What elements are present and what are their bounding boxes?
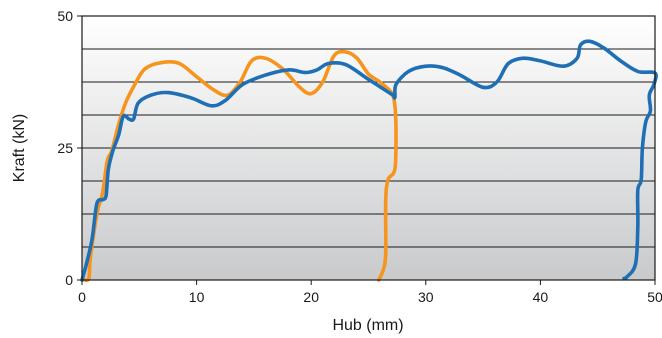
y-axis-ticks: 0 25 50 [57, 8, 82, 288]
x-tick-label: 10 [189, 289, 205, 305]
series-line-1 [82, 49, 398, 283]
grid-lines [82, 48, 655, 248]
x-tick-label: 0 [78, 289, 86, 305]
y-tick-label: 25 [57, 140, 73, 156]
x-axis-title: Hub (mm) [332, 317, 403, 334]
x-axis-ticks: 0 10 20 30 40 50 [78, 280, 662, 305]
y-tick-label: 0 [65, 272, 73, 288]
x-tick-label: 20 [303, 289, 319, 305]
y-axis-title: Kraft (kN) [11, 114, 28, 182]
x-tick-label: 30 [418, 289, 434, 305]
series-lines [80, 39, 658, 283]
series-line-2 [80, 39, 658, 282]
x-tick-label: 40 [533, 289, 549, 305]
x-tick-label: 50 [647, 289, 662, 305]
y-tick-label: 50 [57, 8, 73, 24]
